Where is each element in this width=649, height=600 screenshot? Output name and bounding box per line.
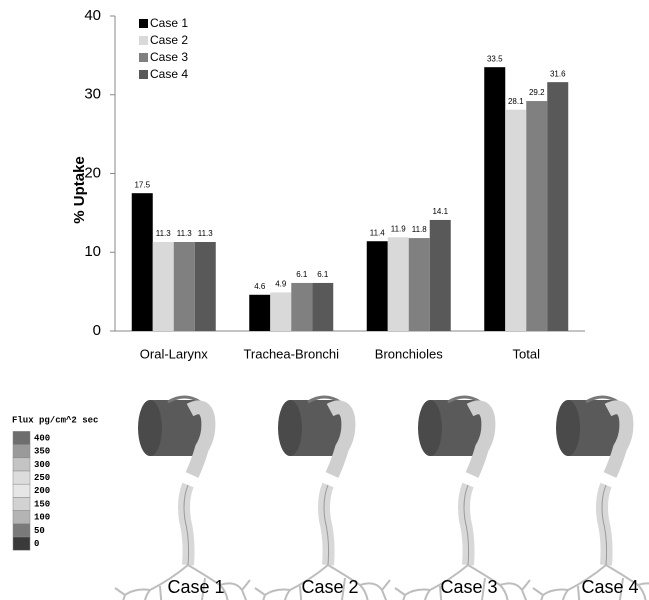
flux-swatch [13, 431, 30, 444]
value-label: 14.1 [432, 207, 448, 216]
flux-swatch [13, 524, 30, 537]
bar [484, 67, 505, 331]
y-tick-label: 20 [84, 164, 101, 181]
bar [367, 241, 388, 331]
flux-label: 400 [34, 433, 50, 443]
value-label: 11.4 [370, 228, 386, 237]
bar [270, 292, 291, 331]
value-label: 29.2 [529, 88, 545, 97]
y-tick-label: 40 [84, 7, 101, 24]
flux-label: 350 [34, 447, 50, 457]
y-tick-label: 10 [84, 243, 101, 260]
legend-label: Case 4 [150, 67, 188, 81]
flux-label: 300 [34, 460, 50, 470]
x-tick-label: Oral-Larynx [140, 346, 208, 361]
legend-swatch [139, 70, 148, 79]
value-label: 4.6 [254, 282, 266, 291]
value-label: 31.6 [550, 69, 566, 78]
flux-label: 0 [34, 539, 39, 549]
value-label: 33.5 [487, 54, 503, 63]
flux-swatch [13, 537, 30, 550]
bar [312, 283, 333, 331]
bar [153, 242, 174, 331]
flux-label: 250 [34, 473, 50, 483]
y-tick-label: 0 [93, 322, 101, 339]
bar [547, 82, 568, 331]
airway-image [115, 397, 250, 600]
value-label: 11.8 [412, 225, 428, 234]
image-caption: Case 2 [301, 577, 358, 597]
flux-label: 50 [34, 526, 45, 536]
airway-image [255, 397, 390, 600]
value-label: 4.9 [275, 280, 287, 289]
bar [195, 242, 216, 331]
image-caption: Case 4 [581, 577, 638, 597]
bar [505, 110, 526, 331]
bar [249, 295, 270, 331]
legend-swatch [139, 53, 148, 62]
bar [430, 220, 451, 331]
legend-label: Case 1 [150, 16, 188, 30]
flux-swatch [13, 484, 30, 497]
image-caption: Case 1 [167, 577, 224, 597]
legend-swatch [139, 36, 148, 45]
flux-label: 100 [34, 513, 50, 523]
value-label: 11.3 [198, 229, 214, 238]
bar [526, 101, 547, 331]
value-label: 17.5 [134, 180, 150, 189]
x-tick-label: Total [513, 346, 541, 361]
legend-swatch [139, 19, 148, 28]
legend-label: Case 2 [150, 33, 188, 47]
value-label: 28.1 [508, 97, 524, 106]
flux-legend-title: Flux pg/cm^2 sec [12, 415, 98, 425]
bar [291, 283, 312, 331]
flux-swatch [13, 471, 30, 484]
value-label: 6.1 [296, 270, 308, 279]
value-label: 11.3 [156, 229, 172, 238]
bar [388, 237, 409, 331]
value-label: 6.1 [317, 270, 329, 279]
figure: % Uptake Flux pg/cm^2 sec 010203040Oral-… [0, 0, 649, 600]
airway-image [395, 397, 530, 600]
airway-image [533, 397, 649, 600]
flux-label: 150 [34, 499, 50, 509]
value-label: 11.9 [391, 224, 407, 233]
value-label: 11.3 [177, 229, 193, 238]
flux-swatch [13, 445, 30, 458]
legend-label: Case 3 [150, 50, 188, 64]
bar [132, 193, 153, 331]
flux-swatch [13, 511, 30, 524]
flux-swatch [13, 497, 30, 510]
bar [409, 238, 430, 331]
y-tick-label: 30 [84, 86, 101, 103]
flux-swatch [13, 458, 30, 471]
x-tick-label: Bronchioles [375, 346, 443, 361]
bar [174, 242, 195, 331]
flux-label: 200 [34, 486, 50, 496]
image-caption: Case 3 [440, 577, 497, 597]
x-tick-label: Trachea-Bronchi [243, 346, 339, 361]
